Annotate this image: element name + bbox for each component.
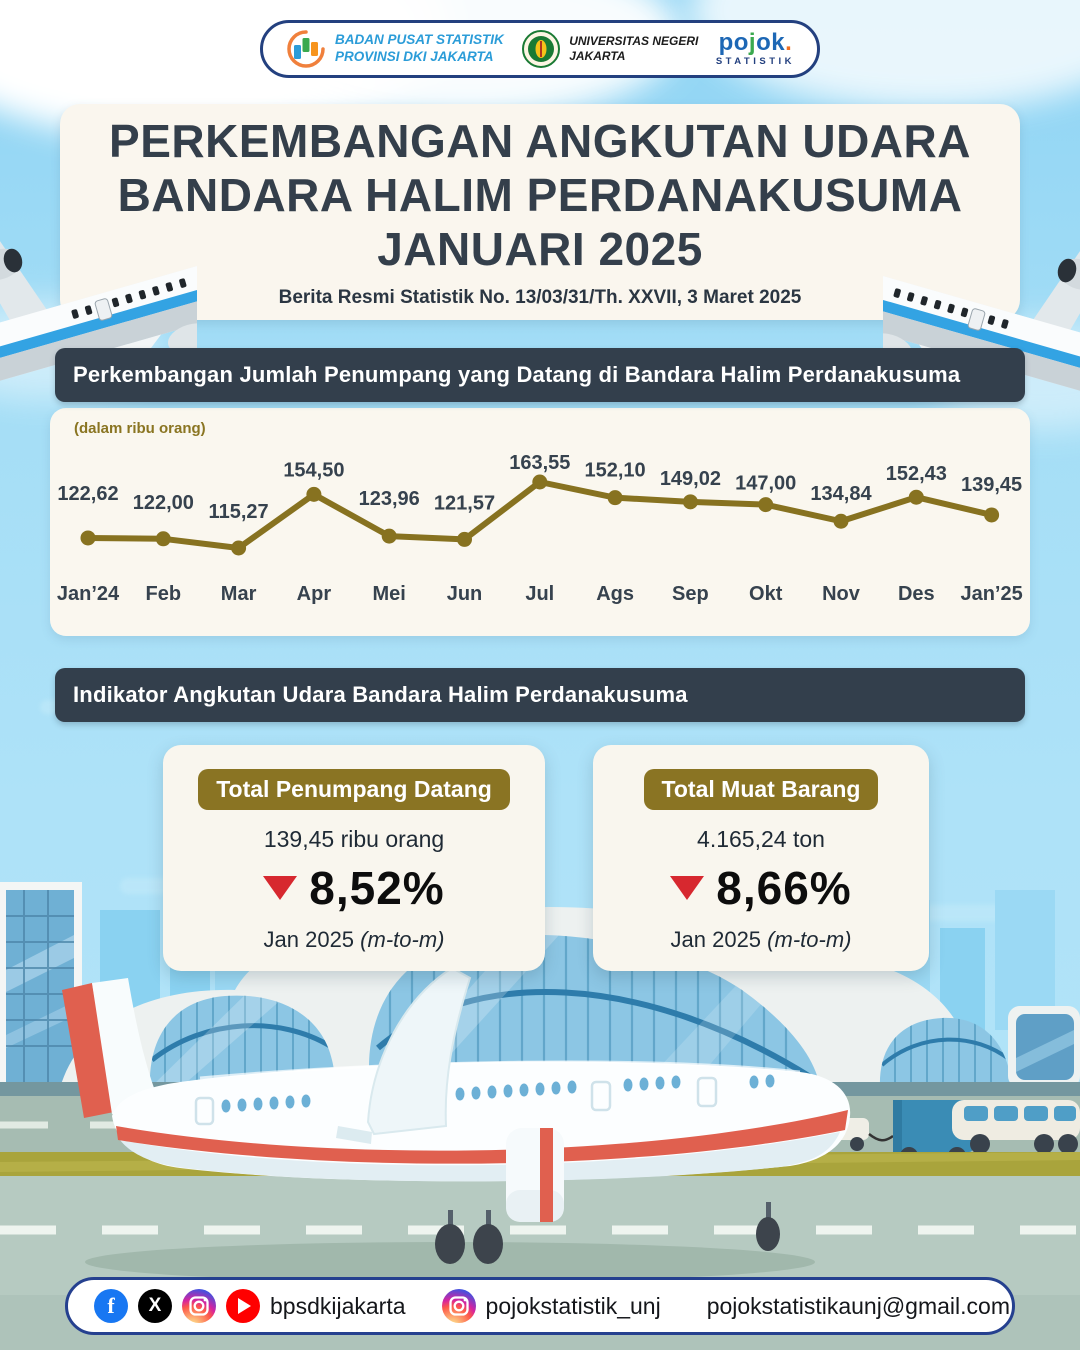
bps-name-line2: PROVINSI DKI JAKARTA (335, 49, 494, 64)
value-label: 154,50 (283, 459, 344, 481)
month-label: Okt (749, 583, 783, 605)
plane-windows (221, 1074, 775, 1113)
value-label: 134,84 (810, 483, 872, 505)
pojok-statistik-logo: pojok. STATISTIK (716, 31, 795, 67)
pojok-subtext: STATISTIK (715, 56, 795, 68)
value-label: 115,27 (209, 501, 269, 523)
data-point-Jan’24 (80, 530, 96, 546)
section-header-indicators-label: Indikator Angkutan Udara Bandara Halim P… (73, 682, 688, 707)
passengers-line-chart: 122,62 Jan’24 122,00 Feb 115,27 Mar 154,50 Apr 1… (57, 452, 1023, 605)
x-twitter-icon: X (138, 1289, 172, 1323)
pojok-text: po (718, 29, 749, 57)
page-title-line3: JANUARI 2025 (377, 222, 703, 275)
month-label: Jan’25 (960, 583, 1022, 605)
month-label: Mar (221, 583, 257, 605)
footer-social-bar: f X bpsdkijakarta pojokstatistik_unj poj… (65, 1277, 1015, 1335)
data-point-Okt (758, 497, 774, 513)
month-label: Mei (373, 583, 406, 605)
indicator-badge-passengers: Total Penumpang Datang (198, 769, 510, 810)
indicator-card-passengers: Total Penumpang Datang 139,45 ribu orang… (163, 745, 545, 971)
month-label: Nov (822, 583, 861, 605)
unj-name-line1: UNIVERSITAS NEGERI (569, 34, 699, 48)
passengers-chart-card: (dalam ribu orang) 122,62 Jan’24 122,00 Feb… (50, 408, 1030, 636)
data-point-Jul (532, 474, 548, 490)
social-handle-instagram: pojokstatistik_unj (485, 1292, 661, 1319)
indicator-badge-cargo: Total Muat Barang (643, 769, 879, 810)
month-label: Jun (447, 583, 483, 605)
glass-tower (0, 882, 82, 1090)
month-label: Ags (596, 583, 634, 605)
month-label: Feb (146, 583, 182, 605)
value-label: 147,00 (735, 473, 796, 495)
indicator-value-cargo: 4.165,24 ton (697, 826, 825, 852)
page-title-line1: PERKEMBANGAN ANGKUTAN UDARA (109, 115, 971, 168)
instagram-icon (182, 1289, 216, 1323)
indicator-period-cargo: Jan 2025 (m-to-m) (671, 927, 852, 953)
month-label: Sep (672, 583, 709, 605)
data-point-Mar (231, 540, 247, 556)
pojok-text: ok (756, 29, 786, 57)
page-title-line2: BANDARA HALIM PERDANAKUSUMA (117, 169, 963, 222)
shuttle-bus (952, 1100, 1080, 1154)
value-label: 122,62 (57, 483, 118, 505)
month-label: Apr (297, 583, 332, 605)
period-text: Jan 2025 (263, 927, 355, 952)
data-point-Apr (306, 486, 322, 502)
value-label: 121,57 (434, 492, 495, 514)
data-point-Nov (833, 513, 849, 529)
data-point-Mei (381, 528, 397, 544)
value-label: 139,45 (961, 474, 1022, 496)
value-label: 122,00 (133, 492, 194, 514)
instagram-icon (441, 1289, 476, 1323)
value-label: 152,10 (585, 460, 646, 482)
value-label: 123,96 (359, 488, 420, 510)
section-header-passengers-label: Perkembangan Jumlah Penumpang yang Datan… (73, 362, 961, 387)
data-point-Jun (457, 531, 472, 547)
bps-logo-icon (287, 30, 325, 68)
data-point-Des (908, 489, 924, 505)
down-arrow-icon (263, 876, 298, 900)
bps-name-line1: BADAN PUSAT STATISTIK (335, 32, 504, 48)
section-header-indicators: Indikator Angkutan Udara Bandara Halim P… (55, 668, 1025, 722)
subtitle: Berita Resmi Statistik No. 13/03/31/Th. … (278, 286, 802, 308)
decor-plane-right-icon (883, 240, 1080, 395)
section-header-passengers: Perkembangan Jumlah Penumpang yang Datan… (55, 348, 1025, 402)
header-logo-badge: BADAN PUSAT STATISTIK PROVINSI DKI JAKAR… (260, 20, 820, 78)
data-point-Ags (607, 490, 623, 506)
title-panel: PERKEMBANGAN ANGKUTAN UDARA BANDARA HALI… (60, 104, 1020, 320)
value-label: 149,02 (660, 468, 721, 490)
pojok-text: . (785, 29, 793, 57)
chart-unit-label: (dalam ribu orang) (74, 420, 206, 437)
indicator-period-passengers: Jan 2025 (m-to-m) (264, 927, 445, 953)
indicator-percent-passengers: 8,52% (309, 862, 445, 914)
facebook-icon: f (94, 1289, 128, 1323)
unj-brand: UNIVERSITAS NEGERI JAKARTA (521, 29, 698, 69)
decor-plane-left-icon (0, 230, 197, 385)
month-label: Des (898, 583, 935, 605)
indicator-value-passengers: 139,45 ribu orang (263, 826, 445, 852)
period-text: Jan 2025 (670, 927, 762, 952)
unj-name-line2: JAKARTA (569, 49, 626, 63)
social-handle-main: bpsdkijakarta (270, 1292, 406, 1319)
contact-email: pojokstatistikaunj@gmail.com (706, 1292, 1010, 1319)
period-note: (m-to-m) (360, 927, 445, 952)
foreground-airplane (62, 966, 851, 1264)
indicator-percent-cargo: 8,66% (716, 862, 852, 914)
indicator-card-cargo: Total Muat Barang 4.165,24 ton 8,66% Jan… (593, 745, 929, 971)
month-label: Jan’24 (57, 583, 120, 605)
down-arrow-icon (670, 876, 705, 900)
value-label: 152,43 (886, 463, 947, 485)
month-label: Jul (525, 583, 554, 605)
data-point-Jan’25 (984, 507, 1000, 523)
bps-brand: BADAN PUSAT STATISTIK PROVINSI DKI JAKAR… (285, 28, 504, 70)
value-label: 163,55 (509, 452, 570, 474)
pojok-text: j (748, 29, 757, 57)
unj-logo-icon (522, 30, 561, 68)
data-point-Feb (155, 531, 171, 547)
period-note: (m-to-m) (767, 927, 852, 952)
youtube-icon (226, 1289, 260, 1323)
data-point-Sep (682, 494, 698, 510)
